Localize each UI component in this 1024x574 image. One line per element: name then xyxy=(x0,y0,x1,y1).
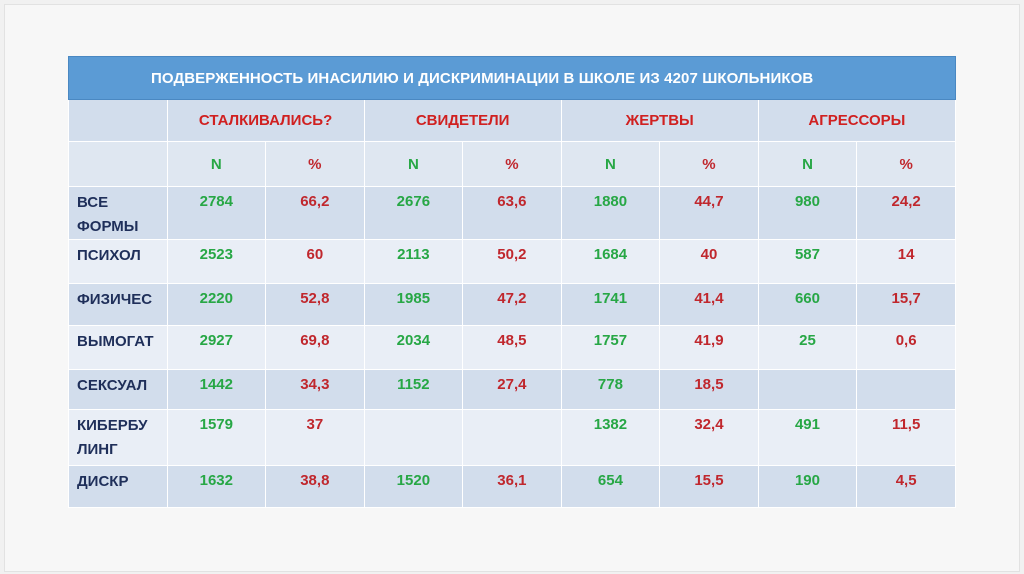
percent-cell: 32,4 xyxy=(659,409,759,466)
count-cell: 660 xyxy=(757,283,858,326)
subheader-n: N xyxy=(757,141,858,187)
percent-cell: 48,5 xyxy=(462,325,562,370)
row-label: ВСЕ ФОРМЫ xyxy=(68,186,168,240)
percent-cell: 11,5 xyxy=(856,409,956,466)
percent-cell xyxy=(856,369,956,410)
count-cell: 587 xyxy=(757,239,858,284)
count-cell: 190 xyxy=(757,465,858,508)
percent-cell: 18,5 xyxy=(659,369,759,410)
percent-cell: 41,9 xyxy=(659,325,759,370)
group-header-witnesses: СВИДЕТЕЛИ xyxy=(363,99,562,142)
percent-cell: 34,3 xyxy=(265,369,365,410)
group-header-encountered: СТАЛКИВАЛИСЬ? xyxy=(166,99,365,142)
percent-cell: 50,2 xyxy=(462,239,562,284)
count-cell: 1382 xyxy=(560,409,661,466)
subheader-percent: % xyxy=(265,141,365,187)
row-label: ФИЗИЧЕС xyxy=(68,283,168,326)
row-label: СЕКСУАЛ xyxy=(68,369,168,410)
percent-cell: 15,5 xyxy=(659,465,759,508)
count-cell: 2113 xyxy=(363,239,464,284)
percent-cell: 24,2 xyxy=(856,186,956,240)
table-row: СЕКСУАЛ 1442 34,3 1152 27,4 778 18,5 xyxy=(68,369,956,410)
count-cell: 980 xyxy=(757,186,858,240)
table-title: ПОДВЕРЖЕННОСТЬ ИНАСИЛИЮ И ДИСКРИМИНАЦИИ … xyxy=(68,56,956,100)
subheader-empty xyxy=(68,141,168,187)
percent-cell xyxy=(462,409,562,466)
count-cell: 2523 xyxy=(166,239,267,284)
subheader-row: N % N % N % N % xyxy=(68,141,956,187)
count-cell: 1579 xyxy=(166,409,267,466)
table-row: ПСИХОЛ 2523 60 2113 50,2 1684 40 587 14 xyxy=(68,239,956,284)
count-cell: 2784 xyxy=(166,186,267,240)
table-row: ВЫМОГАТ 2927 69,8 2034 48,5 1757 41,9 25 0,6 xyxy=(68,325,956,370)
percent-cell: 60 xyxy=(265,239,365,284)
percent-cell: 63,6 xyxy=(462,186,562,240)
percent-cell: 52,8 xyxy=(265,283,365,326)
table-row: КИБЕРБУ ЛИНГ 1579 37 1382 32,4 491 11,5 xyxy=(68,409,956,466)
percent-cell: 44,7 xyxy=(659,186,759,240)
percent-cell: 15,7 xyxy=(856,283,956,326)
count-cell: 2676 xyxy=(363,186,464,240)
count-cell xyxy=(363,409,464,466)
count-cell: 2220 xyxy=(166,283,267,326)
subheader-n: N xyxy=(166,141,267,187)
percent-cell: 4,5 xyxy=(856,465,956,508)
subheader-percent: % xyxy=(856,141,956,187)
count-cell: 2034 xyxy=(363,325,464,370)
percent-cell: 69,8 xyxy=(265,325,365,370)
violence-table: ПОДВЕРЖЕННОСТЬ ИНАСИЛИЮ И ДИСКРИМИНАЦИИ … xyxy=(68,56,957,508)
table-row: ВСЕ ФОРМЫ 2784 66,2 2676 63,6 1880 44,7 980 24,2 xyxy=(68,186,956,240)
percent-cell: 27,4 xyxy=(462,369,562,410)
count-cell: 25 xyxy=(757,325,858,370)
percent-cell: 36,1 xyxy=(462,465,562,508)
table-row: ДИСКР 1632 38,8 1520 36,1 654 15,5 190 4,5 xyxy=(68,465,956,508)
percent-cell: 40 xyxy=(659,239,759,284)
count-cell: 1632 xyxy=(166,465,267,508)
count-cell xyxy=(757,369,858,410)
percent-cell: 37 xyxy=(265,409,365,466)
count-cell: 1757 xyxy=(560,325,661,370)
count-cell: 1880 xyxy=(560,186,661,240)
subheader-percent: % xyxy=(659,141,759,187)
subheader-percent: % xyxy=(462,141,562,187)
row-label: КИБЕРБУ ЛИНГ xyxy=(68,409,168,466)
subheader-n: N xyxy=(560,141,661,187)
row-label: ПСИХОЛ xyxy=(68,239,168,284)
count-cell: 1684 xyxy=(560,239,661,284)
row-label: ДИСКР xyxy=(68,465,168,508)
table-row: ФИЗИЧЕС 2220 52,8 1985 47,2 1741 41,4 660 15,7 xyxy=(68,283,956,326)
percent-cell: 47,2 xyxy=(462,283,562,326)
count-cell: 491 xyxy=(757,409,858,466)
percent-cell: 38,8 xyxy=(265,465,365,508)
group-header-row: СТАЛКИВАЛИСЬ? СВИДЕТЕЛИ ЖЕРТВЫ АГРЕССОРЫ xyxy=(68,99,957,142)
percent-cell: 41,4 xyxy=(659,283,759,326)
count-cell: 1741 xyxy=(560,283,661,326)
count-cell: 1152 xyxy=(363,369,464,410)
count-cell: 2927 xyxy=(166,325,267,370)
percent-cell: 0,6 xyxy=(856,325,956,370)
count-cell: 1985 xyxy=(363,283,464,326)
count-cell: 778 xyxy=(560,369,661,410)
count-cell: 654 xyxy=(560,465,661,508)
percent-cell: 66,2 xyxy=(265,186,365,240)
count-cell: 1520 xyxy=(363,465,464,508)
percent-cell: 14 xyxy=(856,239,956,284)
group-header-empty xyxy=(68,99,168,142)
count-cell: 1442 xyxy=(166,369,267,410)
group-header-aggressors: АГРЕССОРЫ xyxy=(757,99,957,142)
row-label: ВЫМОГАТ xyxy=(68,325,168,370)
group-header-victims: ЖЕРТВЫ xyxy=(560,99,759,142)
subheader-n: N xyxy=(363,141,464,187)
